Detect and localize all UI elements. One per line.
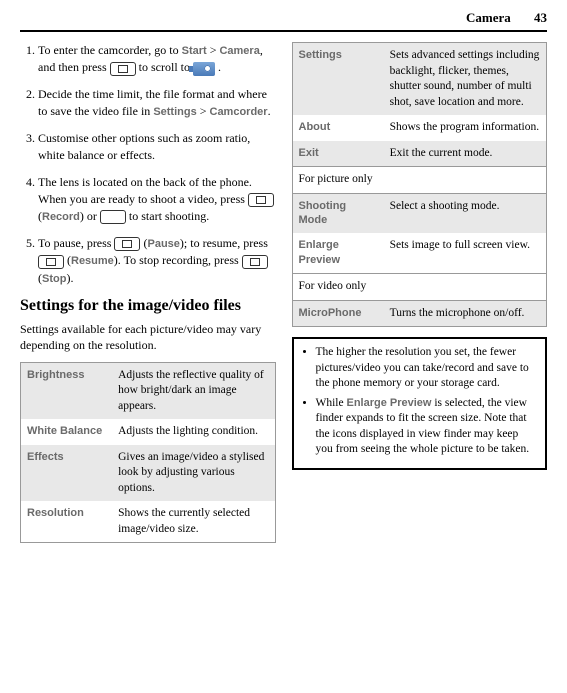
step-text: Customise other options such as zoom rat…: [38, 131, 250, 162]
note-text: While: [316, 397, 347, 409]
setting-desc: Shows the program information.: [384, 115, 547, 141]
step-text: to start shooting.: [126, 209, 209, 223]
settings-table-left: BrightnessAdjusts the reflective quality…: [20, 362, 276, 544]
step-text: .: [215, 60, 221, 74]
setting-label: About: [292, 115, 384, 141]
step-4: The lens is located on the back of the p…: [38, 174, 276, 225]
setting-desc: Adjusts the lighting condition.: [112, 419, 275, 445]
section-label: For picture only: [292, 167, 547, 194]
step-text: to scroll to: [136, 60, 193, 74]
table-row: Enlarge PreviewSets image to full screen…: [292, 233, 547, 273]
setting-label: Effects: [21, 445, 113, 502]
note-item: While Enlarge Preview is selected, the v…: [316, 396, 538, 458]
table-row: ResolutionShows the currently selected i…: [21, 501, 276, 543]
table-row: ExitExit the current mode.: [292, 141, 547, 167]
setting-desc: Gives an image/video a stylised look by …: [112, 445, 275, 502]
step-text: ). To stop recording, press: [114, 253, 242, 267]
keyword: Stop: [42, 273, 66, 285]
setting-desc: Shows the currently selected image/video…: [112, 501, 275, 543]
setting-desc: Exit the current mode.: [384, 141, 547, 167]
step-text: ) or: [80, 209, 100, 223]
setting-desc: Sets advanced settings including backlig…: [384, 43, 547, 116]
step-text: ); to resume, press: [180, 236, 268, 250]
step-1: To enter the camcorder, go to Start > Ca…: [38, 42, 276, 76]
step-text: >: [207, 43, 220, 57]
section-label: For video only: [292, 273, 547, 300]
setting-label: Settings: [292, 43, 384, 116]
key-icon: [100, 210, 126, 224]
step-text: >: [197, 104, 210, 118]
setting-label: Enlarge Preview: [292, 233, 384, 273]
table-section: For video only: [292, 273, 547, 300]
left-column: To enter the camcorder, go to Start > Ca…: [20, 42, 276, 543]
right-column: SettingsSets advanced settings including…: [292, 42, 548, 543]
step-2: Decide the time limit, the file format a…: [38, 86, 276, 120]
step-text: .: [268, 104, 271, 118]
section-title: Camera: [466, 10, 511, 25]
setting-label: Exit: [292, 141, 384, 167]
table-row: EffectsGives an image/video a stylised l…: [21, 445, 276, 502]
page-number: 43: [534, 10, 547, 26]
page-header: Camera 43: [20, 10, 547, 32]
step-3: Customise other options such as zoom rat…: [38, 130, 276, 164]
note-box: The higher the resolution you set, the f…: [292, 337, 548, 470]
step-text: To enter the camcorder, go to: [38, 43, 182, 57]
section-heading: Settings for the image/video files: [20, 297, 276, 315]
step-5: To pause, press ( Pause); to resume, pres…: [38, 235, 276, 287]
table-row: Shooting ModeSelect a shooting mode.: [292, 193, 547, 233]
dpad-key-icon: [248, 193, 274, 207]
table-row: White BalanceAdjusts the lighting condit…: [21, 419, 276, 445]
keyword: Enlarge Preview: [346, 397, 431, 409]
steps-list: To enter the camcorder, go to Start > Ca…: [20, 42, 276, 287]
dpad-key-icon: [110, 62, 136, 76]
keyword: Pause: [147, 238, 179, 250]
settings-table-right: SettingsSets advanced settings including…: [292, 42, 548, 327]
setting-label: White Balance: [21, 419, 113, 445]
keyword: Record: [42, 211, 80, 223]
camcorder-icon: [193, 62, 215, 76]
setting-label: Shooting Mode: [292, 193, 384, 233]
note-text: The higher the resolution you set, the f…: [316, 346, 529, 389]
setting-label: MicroPhone: [292, 300, 384, 327]
step-text: ).: [66, 271, 73, 285]
dpad-key-icon: [242, 255, 268, 269]
setting-desc: Adjusts the reflective quality of how br…: [112, 362, 275, 419]
dpad-key-icon: [114, 237, 140, 251]
intro-text: Settings available for each picture/vide…: [20, 321, 276, 353]
keyword: Start: [182, 45, 207, 57]
step-text: (: [64, 253, 71, 267]
keyword: Camcorder: [210, 106, 268, 118]
table-row: AboutShows the program information.: [292, 115, 547, 141]
keyword: Settings: [153, 106, 196, 118]
step-text: The lens is located on the back of the p…: [38, 175, 252, 206]
step-text: To pause, press: [38, 236, 114, 250]
table-row: MicroPhoneTurns the microphone on/off.: [292, 300, 547, 327]
setting-desc: Turns the microphone on/off.: [384, 300, 547, 327]
dpad-key-icon: [38, 255, 64, 269]
keyword: Camera: [219, 45, 259, 57]
setting-desc: Select a shooting mode.: [384, 193, 547, 233]
note-item: The higher the resolution you set, the f…: [316, 345, 538, 392]
setting-label: Resolution: [21, 501, 113, 543]
keyword: Resume: [71, 255, 114, 267]
table-row: SettingsSets advanced settings including…: [292, 43, 547, 116]
table-row: BrightnessAdjusts the reflective quality…: [21, 362, 276, 419]
table-section: For picture only: [292, 167, 547, 194]
setting-desc: Sets image to full screen view.: [384, 233, 547, 273]
setting-label: Brightness: [21, 362, 113, 419]
